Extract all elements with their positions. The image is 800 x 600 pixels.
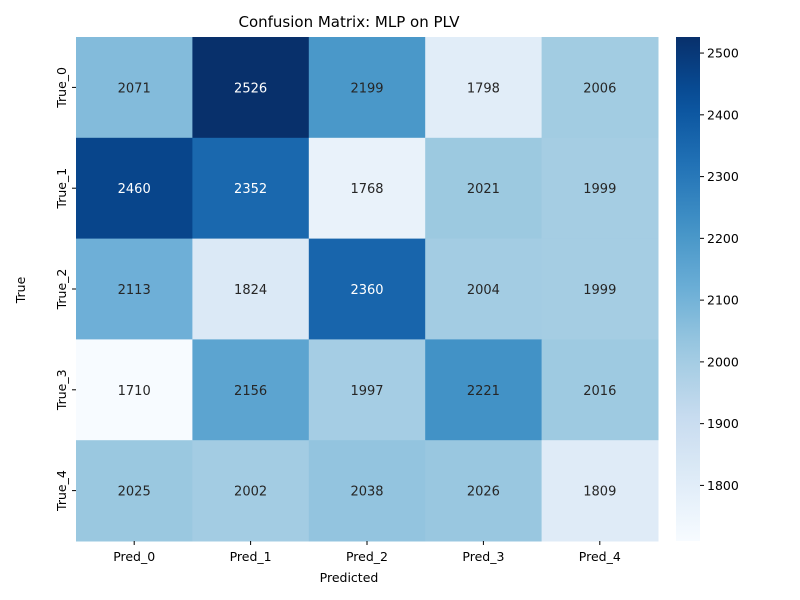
cell-value-label: 2360 — [350, 283, 383, 298]
heatmap-cell — [192, 137, 310, 240]
cell-value-label: 2156 — [234, 384, 267, 399]
y-tick-label: True_1 — [54, 168, 69, 210]
cell-value-label: 2071 — [118, 81, 151, 96]
heatmap-grid: 2071 2526 2199 1798 2006 2460 2352 1768 2021 1999… — [76, 37, 659, 542]
y-tick-label: True_2 — [54, 269, 69, 311]
colorbar-tick-label: 2200 — [707, 231, 739, 246]
y-axis: True_0 True_1 True_2 True_3 True_4 — [54, 67, 76, 512]
cell-value-label: 2526 — [234, 81, 267, 96]
heatmap-cell — [308, 238, 426, 340]
cell-value-label: 1824 — [234, 283, 267, 298]
cell-value-label: 2460 — [118, 182, 151, 197]
cell-value-label: 2352 — [234, 182, 267, 197]
heatmap-cell — [76, 238, 193, 340]
cell-value-label: 2113 — [118, 283, 151, 298]
cell-value-label: 2221 — [467, 384, 500, 399]
cell-value-label: 1798 — [467, 81, 500, 96]
heatmap-cell — [425, 137, 543, 240]
heatmap-cell — [76, 440, 193, 542]
cell-value-label: 2021 — [467, 182, 500, 197]
cell-value-label: 2016 — [583, 384, 616, 399]
x-axis-label: Predicted — [320, 570, 379, 585]
colorbar-tick-label: 2500 — [707, 46, 739, 61]
x-axis: Pred_0 Pred_1 Pred_2 Pred_3 Pred_4 — [113, 541, 621, 564]
y-tick-label: True_3 — [54, 369, 69, 411]
colorbar-gradient — [676, 37, 700, 541]
heatmap-cell — [425, 339, 543, 441]
heatmap-cell — [76, 137, 193, 240]
cell-value-label: 2026 — [467, 485, 500, 500]
cell-value-label: 2004 — [467, 283, 500, 298]
heatmap-cell — [541, 339, 659, 441]
colorbar: 1800 1900 2000 2100 2200 2300 2400 2500 — [676, 37, 739, 541]
cell-value-label: 2002 — [234, 485, 267, 500]
colorbar-tick-label: 2300 — [707, 169, 739, 184]
heatmap-cell — [76, 37, 193, 139]
heatmap-cell — [425, 440, 543, 542]
heatmap-cell — [308, 137, 426, 240]
heatmap-cell — [192, 238, 310, 340]
colorbar-tick-label: 2000 — [707, 354, 739, 369]
x-tick-label: Pred_0 — [113, 549, 155, 564]
cell-value-label: 1710 — [118, 384, 151, 399]
heatmap-cell — [192, 440, 310, 542]
cell-value-label: 1997 — [350, 384, 383, 399]
y-tick-label: True_4 — [54, 470, 69, 512]
heatmap-cell — [541, 137, 659, 240]
heatmap-cell — [308, 440, 426, 542]
heatmap-cell — [541, 238, 659, 340]
x-tick-label: Pred_1 — [230, 549, 272, 564]
cell-value-label: 1768 — [350, 182, 383, 197]
y-tick-label: True_0 — [54, 67, 69, 109]
x-tick-label: Pred_4 — [579, 549, 621, 564]
colorbar-tick-label: 2100 — [707, 293, 739, 308]
y-axis-label: True — [13, 276, 28, 304]
cell-value-label: 1809 — [583, 485, 616, 500]
heatmap-cell — [425, 238, 543, 340]
cell-value-label: 2025 — [118, 485, 151, 500]
cell-value-label: 2199 — [350, 81, 383, 96]
colorbar-tick-label: 1800 — [707, 478, 739, 493]
heatmap-cell — [308, 339, 426, 441]
cell-value-label: 1999 — [583, 283, 616, 298]
heatmap-cell — [192, 339, 310, 441]
x-tick-label: Pred_2 — [346, 549, 388, 564]
cell-value-label: 2038 — [350, 485, 383, 500]
heatmap-cell — [425, 37, 543, 139]
colorbar-tick-label: 1900 — [707, 416, 739, 431]
x-tick-label: Pred_3 — [462, 549, 504, 564]
cell-value-label: 2006 — [583, 81, 616, 96]
heatmap-cell — [76, 339, 193, 441]
colorbar-tick-label: 2400 — [707, 107, 739, 122]
heatmap-cell — [541, 37, 659, 139]
cell-value-label: 1999 — [583, 182, 616, 197]
chart-title: Confusion Matrix: MLP on PLV — [238, 13, 460, 31]
heatmap-cell — [541, 440, 659, 542]
heatmap-cell — [308, 37, 426, 139]
heatmap-cell — [192, 37, 310, 139]
